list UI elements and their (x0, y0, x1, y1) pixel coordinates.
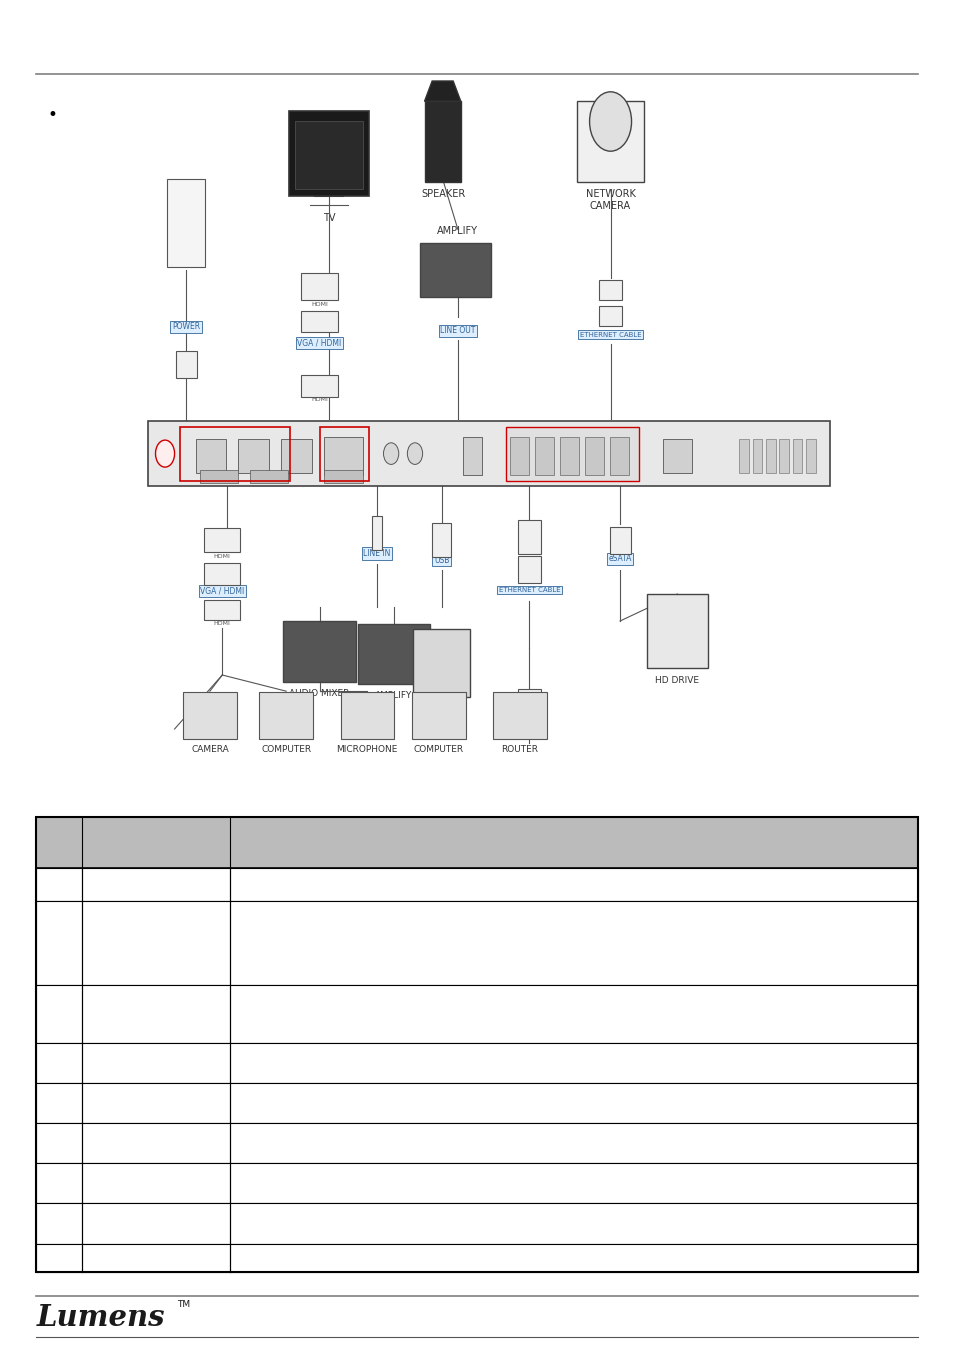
Bar (281, 439, 312, 472)
Text: LINE OUT: LINE OUT (439, 327, 476, 335)
Bar (289, 111, 369, 196)
Text: SPEAKER: SPEAKER (421, 189, 465, 198)
Bar (319, 427, 369, 481)
Bar (432, 524, 451, 556)
Bar (250, 470, 288, 483)
Bar (294, 122, 363, 189)
Bar (609, 437, 628, 475)
Bar (462, 437, 481, 475)
Bar (646, 594, 707, 668)
Text: COMPUTER: COMPUTER (261, 745, 311, 755)
Text: HDMI: HDMI (213, 554, 231, 559)
Bar (36, 817, 917, 1272)
Bar (584, 437, 603, 475)
Bar (559, 437, 578, 475)
Bar (36, 902, 917, 984)
Bar (662, 439, 691, 472)
Bar (413, 629, 470, 697)
Bar (510, 437, 529, 475)
Text: USB: USB (434, 556, 449, 564)
Text: •: • (48, 105, 57, 124)
Bar (752, 439, 761, 472)
Bar (424, 101, 460, 182)
Bar (180, 427, 290, 481)
Bar (36, 868, 917, 902)
Bar (598, 281, 622, 301)
Text: VGA / HDMI: VGA / HDMI (297, 339, 341, 347)
Bar (739, 439, 748, 472)
Bar (204, 528, 240, 552)
Bar (36, 1123, 917, 1164)
Text: TV: TV (322, 213, 335, 223)
Bar (195, 439, 226, 472)
Text: AMPLIFY: AMPLIFY (375, 691, 413, 701)
Bar (805, 439, 815, 472)
Text: HD DRIVE: HD DRIVE (655, 676, 699, 686)
Bar (372, 517, 381, 551)
Text: CAMERA: CAMERA (191, 745, 229, 755)
Bar (598, 305, 622, 325)
Bar (175, 351, 196, 378)
Bar (419, 243, 491, 297)
Polygon shape (424, 81, 460, 101)
Bar (301, 375, 337, 397)
Bar (36, 1243, 917, 1272)
Bar (238, 439, 269, 472)
Bar (283, 621, 355, 682)
Text: HD DRIVE: HD DRIVE (419, 705, 463, 714)
Bar (36, 1203, 917, 1243)
Text: AMPLIFY: AMPLIFY (437, 227, 477, 236)
Bar (412, 693, 465, 740)
Bar (301, 310, 337, 332)
Text: eSATA: eSATA (608, 555, 631, 563)
Circle shape (407, 443, 422, 464)
Bar (301, 273, 337, 300)
Bar (36, 984, 917, 1042)
Text: POWER: POWER (172, 323, 200, 331)
Text: MICROPHONE: MICROPHONE (336, 745, 397, 755)
Text: ETHERNET CABLE: ETHERNET CABLE (498, 587, 559, 593)
Text: TM: TM (177, 1300, 191, 1308)
Bar (36, 1164, 917, 1203)
Bar (779, 439, 788, 472)
Text: LINE IN: LINE IN (363, 549, 390, 558)
Bar (517, 556, 540, 583)
Bar (609, 526, 630, 554)
Bar (493, 693, 546, 740)
Bar (204, 599, 240, 621)
Bar (259, 693, 313, 740)
Circle shape (383, 443, 398, 464)
Bar (577, 101, 643, 182)
Circle shape (589, 92, 631, 151)
Bar (36, 817, 917, 868)
Bar (200, 470, 238, 483)
Bar (535, 437, 554, 475)
Text: ROUTER: ROUTER (501, 745, 537, 755)
Bar (357, 624, 430, 684)
Bar (36, 1083, 917, 1123)
Bar (505, 427, 639, 481)
Bar (167, 180, 205, 267)
Bar (204, 563, 240, 585)
Text: HDMI: HDMI (311, 397, 328, 402)
Text: VGA / HDMI: VGA / HDMI (200, 587, 244, 595)
Bar (324, 470, 362, 483)
Text: HDMI: HDMI (311, 302, 328, 308)
Bar (517, 520, 540, 554)
Text: HDMI: HDMI (213, 621, 231, 626)
Text: COMPUTER: COMPUTER (414, 745, 463, 755)
Bar (324, 437, 362, 475)
Bar (148, 421, 829, 486)
Bar (340, 693, 394, 740)
Bar (792, 439, 801, 472)
Bar (765, 439, 775, 472)
Bar (517, 688, 541, 716)
Text: ETHERNET CABLE: ETHERNET CABLE (579, 332, 640, 338)
Bar (36, 1042, 917, 1083)
Text: NETWORK
CAMERA: NETWORK CAMERA (585, 189, 635, 212)
Bar (183, 693, 236, 740)
Text: AUDIO MIXER: AUDIO MIXER (289, 688, 350, 698)
Text: Lumens: Lumens (36, 1303, 165, 1332)
Circle shape (155, 440, 174, 467)
